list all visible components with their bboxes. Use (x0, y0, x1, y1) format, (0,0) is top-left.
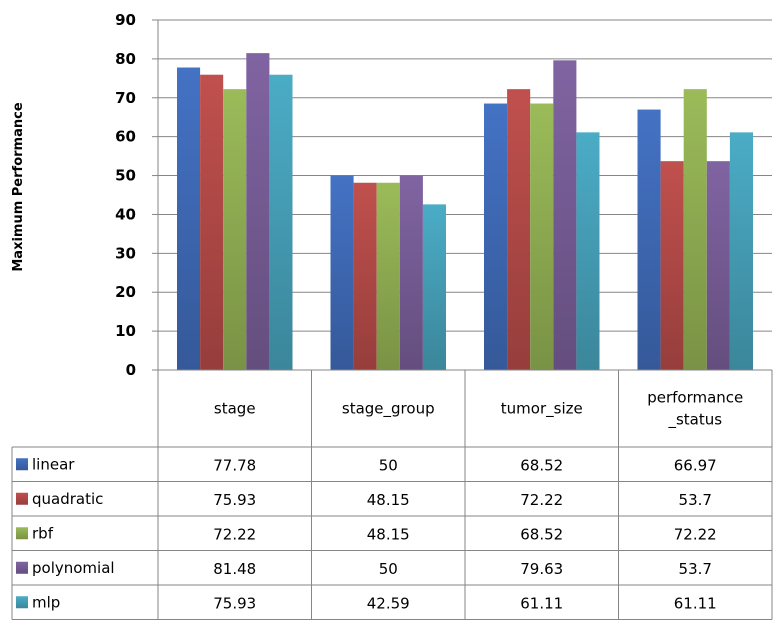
data-table: stage stage_group tumor_size performance _st… (11, 369, 773, 620)
category-label: stage (214, 400, 256, 418)
table-cell: 48.15 (367, 525, 410, 543)
category-label: _status (667, 411, 722, 430)
bar-polynomial-1 (399, 175, 423, 370)
table-cell: 75.93 (213, 594, 256, 612)
y-tick-label: 80 (115, 50, 136, 68)
bar-quadratic-2 (507, 89, 531, 371)
table-cell: 61.11 (674, 594, 717, 612)
y-tick-label: 10 (115, 322, 136, 340)
legend-key-linear (16, 458, 28, 471)
bar-quadratic-0 (200, 74, 224, 370)
legend-key-rbf (16, 527, 28, 540)
table-cell: 50 (379, 560, 398, 578)
legend-key-quadratic (16, 492, 28, 505)
y-tick-label: 90 (115, 11, 136, 29)
table-cell: 72.22 (213, 525, 256, 543)
table-cell: 42.59 (367, 594, 410, 612)
y-axis-label: Maximum Performance (11, 102, 26, 271)
legend-label: quadratic (32, 490, 103, 508)
y-tick-label: 60 (115, 128, 136, 146)
category-label: tumor_size (501, 400, 583, 419)
y-tick-label: 20 (115, 283, 136, 301)
bar-linear-2 (484, 103, 508, 371)
bar-mlp-3 (729, 132, 753, 370)
table-cell: 77.78 (213, 456, 256, 474)
table-cell: 48.15 (367, 491, 410, 509)
table-cell: 81.48 (213, 560, 256, 578)
table-cell: 68.52 (520, 456, 563, 474)
table-cell: 72.22 (520, 491, 563, 509)
legend-label: rbf (32, 524, 54, 542)
bar-quadratic-3 (660, 161, 684, 370)
axes (152, 19, 159, 371)
legend-key-mlp (16, 596, 28, 609)
bar-mlp-0 (269, 74, 293, 370)
y-tick-labels: 0 10 20 30 40 50 60 70 80 90 (115, 11, 136, 379)
bar-linear-3 (637, 109, 661, 371)
table-cell: 53.7 (679, 560, 712, 578)
table-cell: 66.97 (674, 456, 717, 474)
legend-label: linear (32, 455, 75, 473)
bar-linear-1 (330, 175, 354, 370)
bar-rbf-2 (530, 103, 554, 371)
table-cell: 68.52 (520, 525, 563, 543)
table-cell: 50 (379, 456, 398, 474)
bar-rbf-1 (376, 182, 400, 370)
bar-polynomial-0 (246, 53, 270, 371)
table-cell: 75.93 (213, 491, 256, 509)
bar-mlp-1 (422, 204, 446, 370)
category-label: stage_group (342, 400, 435, 419)
table-cell: 61.11 (520, 594, 563, 612)
bar-rbf-3 (683, 89, 707, 371)
table-cell: 53.7 (679, 491, 712, 509)
y-tick-label: 30 (115, 244, 136, 262)
bar-quadratic-1 (353, 182, 377, 370)
bar-polynomial-2 (553, 60, 577, 370)
bar-rbf-0 (223, 89, 247, 371)
y-tick-label: 40 (115, 205, 136, 223)
legend-label: polynomial (32, 559, 115, 577)
y-tick-label: 50 (115, 167, 136, 185)
bar-linear-0 (177, 67, 201, 371)
category-label: performance (647, 389, 743, 407)
table-cell: 72.22 (674, 525, 717, 543)
bars (177, 53, 753, 371)
legend-label: mlp (32, 593, 60, 611)
legend-key-polynomial (16, 561, 28, 574)
bar-polynomial-3 (706, 161, 730, 370)
table-cell: 79.63 (520, 560, 563, 578)
y-tick-label: 0 (126, 361, 136, 379)
y-tick-label: 70 (115, 89, 136, 107)
bar-mlp-2 (576, 132, 600, 370)
